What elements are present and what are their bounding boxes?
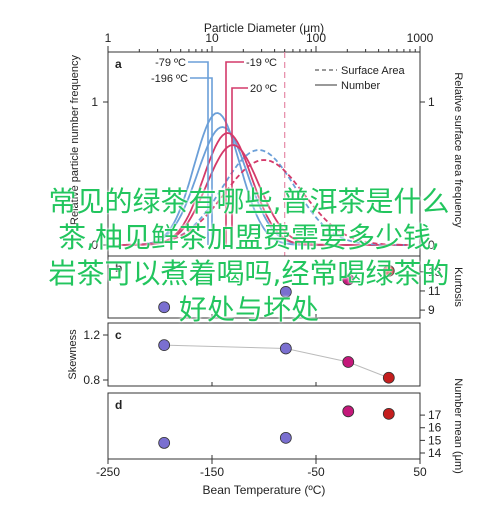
x-tick-label: 50 (413, 465, 427, 479)
right-axis-label: Relative surface area frequency (452, 72, 464, 228)
number-curve-minus196 (118, 112, 410, 246)
panel-a-letter: a (115, 57, 122, 71)
bottom-axis: -250 -150 -50 50 Bean Temperature (ºC) (96, 459, 427, 497)
panelB-letter: b (115, 261, 122, 275)
panelC-frame (107, 322, 421, 387)
panelC-tick-label: 0.8 (83, 373, 100, 387)
panelB-axis-label: Kurtosis (452, 267, 464, 307)
panelD-letter: d (115, 398, 122, 412)
temperature-label: -196 ºC (151, 73, 188, 85)
temperature-leader-line (190, 77, 213, 245)
panelC-tick-label: 1.2 (83, 328, 100, 342)
x-axis-label: Bean Temperature (ºC) (203, 483, 326, 497)
temperature-label: 20 ºC (250, 83, 277, 95)
left-tick-label: 0 (91, 238, 98, 252)
panelD-tick-label: 14 (428, 446, 442, 460)
panel-b: b 9 11 13 Kurtosis (107, 255, 464, 319)
right-tick-label: 1 (428, 95, 435, 109)
panelD-axis-label: Number mean (μm) (452, 378, 464, 474)
x-tick-label: -50 (307, 465, 325, 479)
panelB-data-point (342, 273, 355, 286)
x-tick-label: -250 (96, 465, 120, 479)
temperature-leader-line (188, 61, 209, 245)
top-tick-label: 1 (105, 31, 112, 45)
panelB-frame (107, 255, 421, 319)
left-axis-label: Relative particle number frequency (69, 55, 81, 225)
panelB-tick-label: 11 (428, 284, 441, 298)
right-tick-label: 0 (428, 238, 435, 252)
panelD-frame (107, 392, 421, 460)
panelD-tick-label: 16 (428, 421, 442, 435)
panelC-data-point (279, 342, 292, 355)
left-tick-label: 1 (91, 95, 98, 109)
panelB-data-point (158, 301, 171, 314)
panelB-tick-label: 9 (428, 303, 435, 317)
x-tick-label: -150 (200, 465, 224, 479)
panelC-axis-label: Skewness (67, 329, 79, 380)
panelC-letter: c (115, 328, 122, 342)
temperature-label: -79 ºC (155, 57, 186, 69)
panelC-data-point (382, 371, 395, 384)
top-tick-label: 1000 (407, 31, 434, 45)
temperature-leader-line (231, 87, 248, 245)
panelB-tick-label: 13 (428, 265, 442, 279)
panelD-data-point (382, 407, 395, 420)
panelD-tick-label: 15 (428, 433, 442, 447)
temperature-leader-line (225, 61, 244, 245)
legend-number: Number (341, 80, 380, 92)
temperature-label: -19 ºC (246, 57, 277, 69)
panelC-data-point (158, 339, 171, 352)
panelD-tick-label: 17 (428, 408, 442, 422)
panelB-data-point (279, 286, 292, 298)
panelC-data-point (342, 356, 355, 368)
panelD-data-point (158, 436, 171, 449)
top-axis-label: Particle Diameter (μm) (204, 21, 324, 35)
panel-c: c 0.8 1.2 Skewness (67, 322, 421, 387)
panelC-fit-line (164, 344, 389, 379)
panelD-data-point (342, 405, 355, 418)
surface-curve-warm (118, 159, 410, 246)
top-tick-label: 10 (205, 31, 219, 45)
panelB-data-point (382, 264, 395, 277)
legend-surface-area: Surface Area (341, 65, 405, 77)
panelD-data-point (279, 431, 292, 444)
top-tick-label: 100 (306, 31, 326, 45)
